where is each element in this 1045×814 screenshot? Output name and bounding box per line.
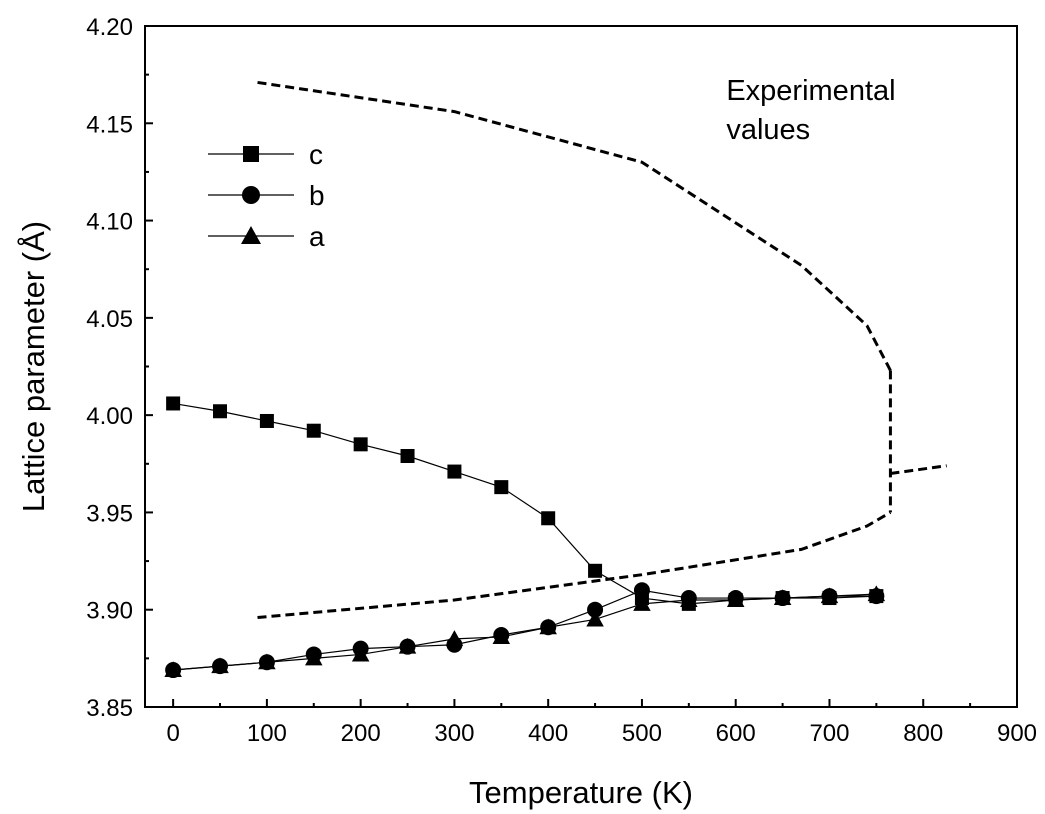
series-b — [165, 582, 885, 679]
y-tick-label: 3.95 — [86, 500, 133, 527]
y-tick-label: 4.15 — [86, 111, 133, 138]
point-a — [445, 630, 464, 646]
point-a — [492, 628, 511, 644]
legend: cba — [208, 139, 325, 252]
legend-marker-a — [241, 226, 261, 244]
point-a — [867, 585, 886, 602]
series-line-c — [173, 402, 877, 605]
point-a — [680, 591, 698, 607]
x-tick-label: 400 — [528, 720, 568, 747]
x-tick-label: 800 — [903, 720, 943, 747]
x-tick-label: 900 — [997, 720, 1037, 747]
point-c — [447, 464, 462, 479]
point-c — [588, 563, 603, 578]
legend-label-b: b — [309, 180, 325, 211]
y-tick-label: 4.00 — [86, 403, 133, 430]
x-tick-label: 300 — [434, 720, 474, 747]
plot-frame — [144, 25, 1018, 708]
series-c — [166, 396, 884, 611]
data-series — [164, 396, 886, 679]
point-c — [166, 396, 181, 411]
series-line-b — [173, 589, 877, 671]
x-tick-label: 700 — [809, 720, 849, 747]
axis-ticks — [145, 25, 1018, 708]
point-c — [353, 437, 368, 452]
x-tick-label: 0 — [166, 720, 179, 747]
point-c — [306, 423, 321, 438]
point-a — [820, 587, 839, 604]
y-axis-title: Lattice parameter (Å) — [16, 221, 51, 512]
point-c — [494, 480, 509, 495]
point-a — [633, 595, 651, 611]
x-axis-title: Temperature (K) — [469, 775, 693, 810]
point-a — [211, 657, 229, 674]
legend-label-a: a — [309, 221, 325, 252]
series-a — [164, 585, 886, 678]
point-a — [539, 618, 557, 635]
x-tick-label: 500 — [622, 720, 662, 747]
x-tick-label: 100 — [247, 720, 287, 747]
point-a — [586, 610, 604, 627]
point-a — [258, 653, 276, 670]
y-tick-label: 4.20 — [86, 14, 133, 41]
point-a — [726, 591, 745, 607]
point-a — [305, 649, 323, 666]
tick-labels: 0 100 200 300 400 500 600 700 800 900 3.85 3.90 3.95… — [86, 14, 1037, 747]
experimental-curve — [257, 511, 892, 619]
x-tick-label: 600 — [716, 720, 756, 747]
annotation-experimental-values: values — [726, 114, 810, 146]
point-c — [259, 413, 274, 428]
experimental-curve — [257, 80, 892, 372]
y-tick-label: 4.05 — [86, 306, 133, 333]
series-line-a — [173, 593, 877, 671]
experimental-curve — [890, 464, 947, 476]
point-a — [164, 661, 182, 678]
point-b — [633, 582, 650, 599]
point-c — [541, 511, 556, 526]
point-a — [351, 645, 370, 662]
legend-marker-c — [243, 146, 259, 162]
y-tick-label: 3.85 — [86, 695, 133, 722]
annotation-experimental-values: Experimental — [726, 75, 895, 107]
y-tick-label: 4.10 — [86, 209, 133, 236]
legend-label-c: c — [309, 139, 323, 170]
point-a — [773, 589, 792, 606]
legend-marker-b — [242, 186, 260, 204]
point-c — [400, 449, 415, 464]
experimental-curves — [257, 80, 947, 619]
point-b — [587, 601, 604, 618]
y-tick-label: 3.90 — [86, 598, 133, 625]
point-a — [398, 637, 417, 654]
point-c — [213, 404, 228, 419]
annotations: Experimental values — [726, 75, 895, 146]
x-tick-label: 200 — [341, 720, 381, 747]
